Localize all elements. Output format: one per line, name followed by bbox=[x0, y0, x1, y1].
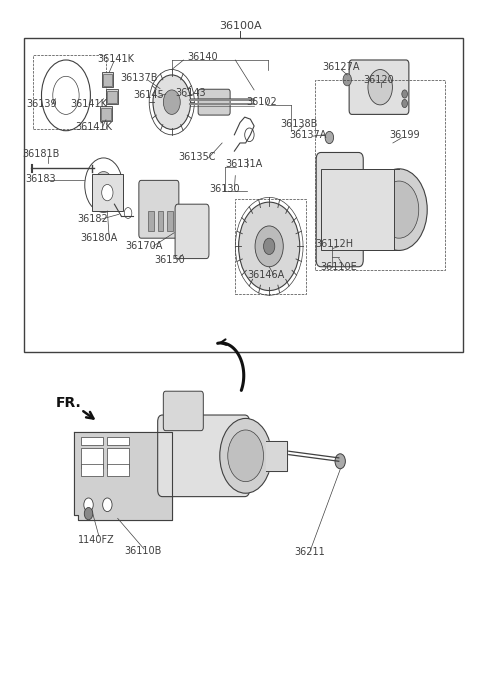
Bar bbox=[81, 464, 103, 476]
Circle shape bbox=[95, 193, 101, 202]
Polygon shape bbox=[74, 432, 172, 520]
Circle shape bbox=[402, 90, 408, 98]
Bar bbox=[103, 74, 112, 86]
Text: 36182: 36182 bbox=[77, 214, 108, 224]
Text: 36140: 36140 bbox=[187, 52, 218, 62]
Circle shape bbox=[85, 158, 122, 212]
Text: 36110B: 36110B bbox=[124, 546, 161, 556]
Text: 36137A: 36137A bbox=[289, 130, 326, 139]
Circle shape bbox=[53, 76, 79, 115]
Text: 36143: 36143 bbox=[175, 87, 206, 98]
Circle shape bbox=[163, 90, 180, 115]
FancyBboxPatch shape bbox=[175, 204, 209, 259]
Text: 36138B: 36138B bbox=[280, 119, 317, 129]
Bar bbox=[81, 448, 103, 468]
Text: 36102: 36102 bbox=[246, 97, 277, 107]
Circle shape bbox=[84, 498, 93, 511]
FancyBboxPatch shape bbox=[163, 391, 204, 431]
Bar bbox=[100, 106, 111, 121]
Bar bbox=[107, 90, 118, 104]
Polygon shape bbox=[266, 441, 287, 471]
Text: 36170A: 36170A bbox=[125, 242, 163, 251]
Bar bbox=[101, 108, 110, 120]
Text: 36180A: 36180A bbox=[80, 233, 118, 243]
Bar bbox=[92, 174, 123, 211]
Bar bbox=[321, 169, 394, 251]
Circle shape bbox=[41, 60, 90, 130]
Circle shape bbox=[368, 69, 393, 105]
Circle shape bbox=[153, 75, 191, 129]
Circle shape bbox=[220, 418, 272, 493]
Circle shape bbox=[103, 498, 112, 511]
Circle shape bbox=[335, 454, 346, 468]
Text: 1140FZ: 1140FZ bbox=[78, 535, 115, 545]
Text: 36137B: 36137B bbox=[120, 74, 157, 83]
Text: 36139: 36139 bbox=[26, 99, 57, 108]
Bar bbox=[108, 437, 129, 445]
Circle shape bbox=[245, 128, 254, 142]
Text: 36130: 36130 bbox=[210, 184, 240, 194]
Text: 36112H: 36112H bbox=[315, 239, 353, 249]
Circle shape bbox=[94, 171, 113, 198]
Bar bbox=[108, 464, 129, 476]
Text: 36127A: 36127A bbox=[322, 62, 360, 71]
Circle shape bbox=[239, 202, 300, 291]
Text: 36181B: 36181B bbox=[23, 149, 60, 159]
Bar bbox=[315, 80, 444, 270]
Circle shape bbox=[228, 430, 264, 482]
FancyBboxPatch shape bbox=[349, 60, 409, 115]
Circle shape bbox=[371, 169, 427, 251]
Text: 36183: 36183 bbox=[26, 174, 56, 184]
Text: 36120: 36120 bbox=[363, 75, 394, 85]
Text: 36141K: 36141K bbox=[76, 121, 113, 132]
Text: 36135C: 36135C bbox=[178, 151, 216, 162]
Bar bbox=[33, 55, 106, 129]
Bar bbox=[102, 72, 113, 87]
Text: FR.: FR. bbox=[55, 396, 81, 409]
Bar bbox=[108, 448, 129, 468]
Bar bbox=[235, 198, 306, 294]
Circle shape bbox=[84, 507, 93, 520]
Text: 36146A: 36146A bbox=[248, 270, 285, 280]
Bar bbox=[167, 211, 173, 231]
Text: 36141K: 36141K bbox=[97, 53, 134, 64]
FancyBboxPatch shape bbox=[198, 90, 230, 115]
Text: 36211: 36211 bbox=[294, 548, 325, 557]
FancyBboxPatch shape bbox=[157, 415, 250, 497]
Bar bbox=[157, 211, 163, 231]
Circle shape bbox=[102, 185, 113, 201]
Bar bbox=[81, 437, 103, 445]
Circle shape bbox=[255, 226, 283, 266]
Circle shape bbox=[124, 208, 132, 219]
Bar bbox=[24, 38, 464, 353]
Circle shape bbox=[379, 181, 419, 238]
Text: 36141K: 36141K bbox=[70, 99, 107, 108]
Circle shape bbox=[325, 131, 334, 144]
Circle shape bbox=[264, 238, 275, 255]
Text: 36100A: 36100A bbox=[219, 21, 261, 31]
Bar bbox=[108, 91, 117, 103]
Text: 36150: 36150 bbox=[154, 255, 185, 265]
Text: 36110E: 36110E bbox=[321, 262, 357, 272]
FancyBboxPatch shape bbox=[316, 153, 363, 266]
Text: 36199: 36199 bbox=[389, 130, 420, 139]
Bar bbox=[148, 211, 154, 231]
Text: 36145: 36145 bbox=[133, 90, 164, 101]
FancyBboxPatch shape bbox=[139, 180, 179, 238]
Circle shape bbox=[343, 74, 351, 86]
Text: 36131A: 36131A bbox=[225, 159, 263, 169]
Circle shape bbox=[402, 99, 408, 108]
